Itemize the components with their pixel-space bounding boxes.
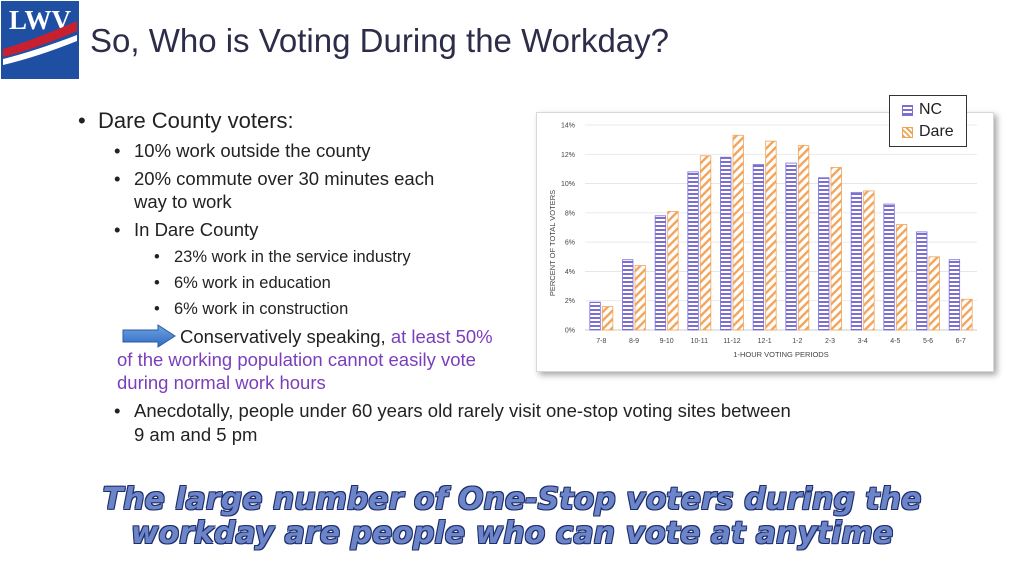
bar-dare xyxy=(667,210,679,331)
y-axis-label: PERCENT OF TOTAL VOTERS xyxy=(548,190,557,296)
bar-dare xyxy=(699,155,712,331)
x-tick-label: 9-10 xyxy=(660,338,674,345)
bar-dare xyxy=(797,145,810,331)
y-tick-label: 8% xyxy=(565,210,575,217)
bar-dare xyxy=(961,298,973,331)
bar-nc xyxy=(785,162,797,331)
bar-dare xyxy=(895,224,908,331)
x-tick-label: 10-11 xyxy=(691,338,708,345)
tagline-line2: workday are people who can vote at anyti… xyxy=(130,516,894,551)
lwv-logo: LWV xyxy=(1,1,79,79)
legend-item-nc: NC xyxy=(902,100,942,120)
bar-nc xyxy=(752,164,765,331)
legend-item-dare: Dare xyxy=(902,122,954,142)
bullet-education: • 6% work in education xyxy=(154,274,331,292)
bar-dare xyxy=(928,256,940,331)
x-axis-label: 1-HOUR VOTING PERIODS xyxy=(733,350,828,359)
x-tick-label: 2-3 xyxy=(825,338,835,345)
bar-nc xyxy=(916,231,928,331)
bullet-anecdotally-line2: 9 am and 5 pm xyxy=(134,424,258,445)
bullet-service: • 23% work in the service industry xyxy=(154,248,411,266)
bar-dare xyxy=(765,140,777,331)
bar-nc xyxy=(654,215,667,331)
bar-nc xyxy=(687,171,699,331)
y-tick-label: 0% xyxy=(565,328,575,335)
bullet-in-dare: • In Dare County xyxy=(114,219,259,240)
bar-nc xyxy=(883,203,895,331)
tagline-line1: The large number of One-Stop voters duri… xyxy=(102,482,922,517)
bar-dare xyxy=(601,306,614,331)
bullet-commute-line2: way to work xyxy=(134,191,232,212)
bar-nc xyxy=(948,259,961,331)
bar-nc xyxy=(622,259,634,331)
bar-nc xyxy=(720,156,732,331)
x-tick-label: 3-4 xyxy=(858,338,868,345)
bullet-commute: • 20% commute over 30 minutes each xyxy=(114,168,435,189)
legend-swatch-dare xyxy=(902,126,913,138)
bar-nc xyxy=(818,177,830,331)
highlight-line3: during normal work hours xyxy=(117,372,326,393)
highlight-line2: of the working population cannot easily … xyxy=(117,349,476,370)
chart-panel: 0% 2% 4% 6% 8% 10% 12% 14% 7-8 8-9 9-10 10-11 11-12 1… xyxy=(536,112,994,372)
x-tick-label: 1-2 xyxy=(792,338,802,345)
bullet-dare-voters: • Dare County voters: xyxy=(78,108,294,133)
page-title: So, Who is Voting During the Workday? xyxy=(90,22,670,59)
bullet-anecdotally: • Anecdotally, people under 60 years old … xyxy=(114,400,791,421)
bar-dare xyxy=(634,265,646,331)
x-tick-label: 7-8 xyxy=(596,338,606,345)
x-tick-label: 6-7 xyxy=(956,338,966,345)
bar-dare xyxy=(732,134,744,331)
y-tick-label: 14% xyxy=(561,123,575,130)
y-tick-label: 12% xyxy=(561,152,575,159)
bar-nc xyxy=(589,301,601,331)
bullet-work-outside: • 10% work outside the county xyxy=(114,140,371,161)
bar-nc xyxy=(850,191,863,331)
conservative-statement: Conservatively speaking, at least 50% xyxy=(180,326,493,347)
x-tick-label: 4-5 xyxy=(890,338,900,345)
bullet-construction: • 6% work in construction xyxy=(154,300,349,318)
y-tick-label: 2% xyxy=(565,298,575,305)
x-tick-label: 12-1 xyxy=(758,338,772,345)
bar-dare xyxy=(863,190,875,331)
voting-chart: 0% 2% 4% 6% 8% 10% 12% 14% 7-8 8-9 9-10 10-11 11-12 1… xyxy=(548,123,977,359)
chart-legend: NC Dare xyxy=(889,95,967,147)
y-tick-label: 6% xyxy=(565,240,575,247)
y-tick-label: 4% xyxy=(565,269,575,276)
x-tick-label: 11-12 xyxy=(723,338,740,345)
bar-dare xyxy=(830,167,842,331)
legend-swatch-nc xyxy=(902,104,913,116)
x-tick-label: 8-9 xyxy=(629,338,639,345)
y-tick-label: 10% xyxy=(561,181,575,188)
x-tick-label: 5-6 xyxy=(923,338,933,345)
arrow-right-icon xyxy=(122,324,176,348)
